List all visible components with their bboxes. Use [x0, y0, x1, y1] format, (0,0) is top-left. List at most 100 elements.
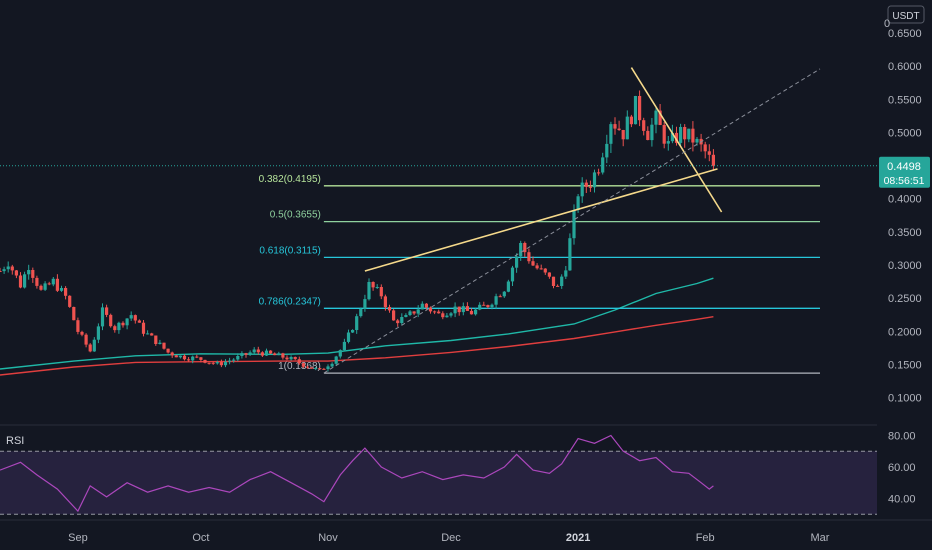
candle [617, 120, 621, 131]
time-axis[interactable]: Sep Oct Nov Dec 2021 Feb Mar [0, 519, 932, 544]
trendline-falling[interactable] [630, 67, 723, 213]
candle [502, 291, 506, 298]
candle [113, 324, 117, 333]
candle-body [273, 353, 277, 356]
candle [35, 275, 39, 289]
price-pane[interactable]: 0.382(0.4195) 0.5(0.3655) 0.618(0.3115) 0.7… [0, 67, 877, 426]
candle-body [301, 363, 305, 367]
price-tick-label: 0.5000 [888, 128, 922, 140]
candle-body [437, 311, 441, 314]
candle [412, 311, 416, 316]
candle [232, 358, 236, 363]
candle-body [465, 306, 469, 311]
candle [129, 311, 133, 321]
candle-body [412, 311, 416, 314]
candle [228, 357, 232, 365]
candle-body [424, 303, 428, 308]
candle-body [404, 315, 408, 317]
candle [605, 134, 609, 164]
candle [346, 329, 351, 344]
candle-body [420, 303, 424, 310]
candle-body [355, 316, 359, 330]
candle-body [277, 353, 281, 356]
candle-body [408, 311, 412, 315]
rsi-tick-label: 60.00 [888, 462, 916, 474]
candle [121, 321, 125, 328]
candle-body [392, 310, 396, 321]
candle [597, 168, 601, 176]
candle-body [539, 268, 543, 270]
candle-body [68, 295, 72, 307]
rsi-line [0, 434, 714, 513]
candle [260, 351, 264, 357]
candle-body [428, 307, 433, 312]
candle-body [264, 350, 269, 356]
candle [560, 274, 564, 289]
candle [453, 302, 457, 318]
candle [39, 284, 43, 291]
candle-body [666, 141, 670, 144]
candle [691, 121, 695, 152]
currency-badge[interactable] [887, 5, 925, 24]
trendlines[interactable] [323, 67, 821, 374]
candle-body [297, 359, 301, 364]
candle [646, 126, 650, 141]
candle-body [133, 315, 137, 321]
price-tick-label: 0.1000 [888, 393, 922, 405]
candle-body [88, 344, 92, 352]
candle [355, 313, 359, 334]
candle [523, 241, 527, 257]
candle [256, 346, 260, 355]
candle-body [654, 110, 658, 125]
candle-body [531, 261, 535, 266]
rsi-tick-label: 80.00 [888, 431, 916, 443]
candle [424, 303, 428, 310]
candle-body [482, 304, 486, 306]
candle-body [449, 313, 453, 316]
candle [703, 141, 707, 159]
candle [264, 348, 269, 356]
candle-body [670, 132, 674, 142]
candle-body [363, 299, 367, 309]
candle-body [592, 172, 597, 188]
candle-body [629, 116, 633, 125]
candle [117, 321, 121, 334]
candle [539, 264, 543, 270]
candle [301, 362, 305, 368]
candle [322, 367, 326, 370]
candle [416, 305, 420, 318]
moving-averages [0, 277, 714, 376]
candle-body [117, 322, 121, 331]
candle-body [679, 127, 683, 143]
fibonacci-retracement[interactable]: 0.382(0.4195) 0.5(0.3655) 0.618(0.3115) 0.7… [259, 174, 820, 374]
rsi-pane[interactable]: RSI [0, 434, 877, 515]
candle-body [223, 361, 228, 366]
candle [510, 265, 515, 286]
trendline-rising[interactable] [364, 168, 718, 272]
candle [338, 349, 342, 359]
currency-label: USDT [892, 11, 919, 22]
candle [666, 136, 670, 151]
price-tick-label: 0.2500 [888, 293, 922, 305]
price-axis[interactable]: USDT 0 0.6500 0.6000 0.5500 0.5000 0.4000 0.3… [0, 5, 930, 506]
candle [461, 302, 465, 316]
candle-body [318, 368, 322, 370]
time-tick-label: Dec [441, 532, 461, 544]
candle-body [461, 306, 465, 313]
fib-level-label: 1(0.1368) [278, 361, 321, 372]
candle-body [55, 278, 59, 291]
time-tick-label: Mar [811, 532, 830, 544]
candle-body [515, 256, 519, 268]
trendline-fib-diagonal[interactable] [323, 68, 821, 374]
candle [601, 152, 605, 175]
candle-body [638, 96, 642, 121]
price-tick-label: 0.2000 [888, 326, 922, 338]
candle [59, 285, 64, 292]
candle-body [695, 138, 699, 143]
candle-body [6, 266, 10, 270]
candle-body [588, 186, 592, 188]
candle-body [158, 342, 162, 344]
candle [535, 263, 539, 270]
candle [154, 335, 158, 346]
candle [318, 367, 322, 370]
